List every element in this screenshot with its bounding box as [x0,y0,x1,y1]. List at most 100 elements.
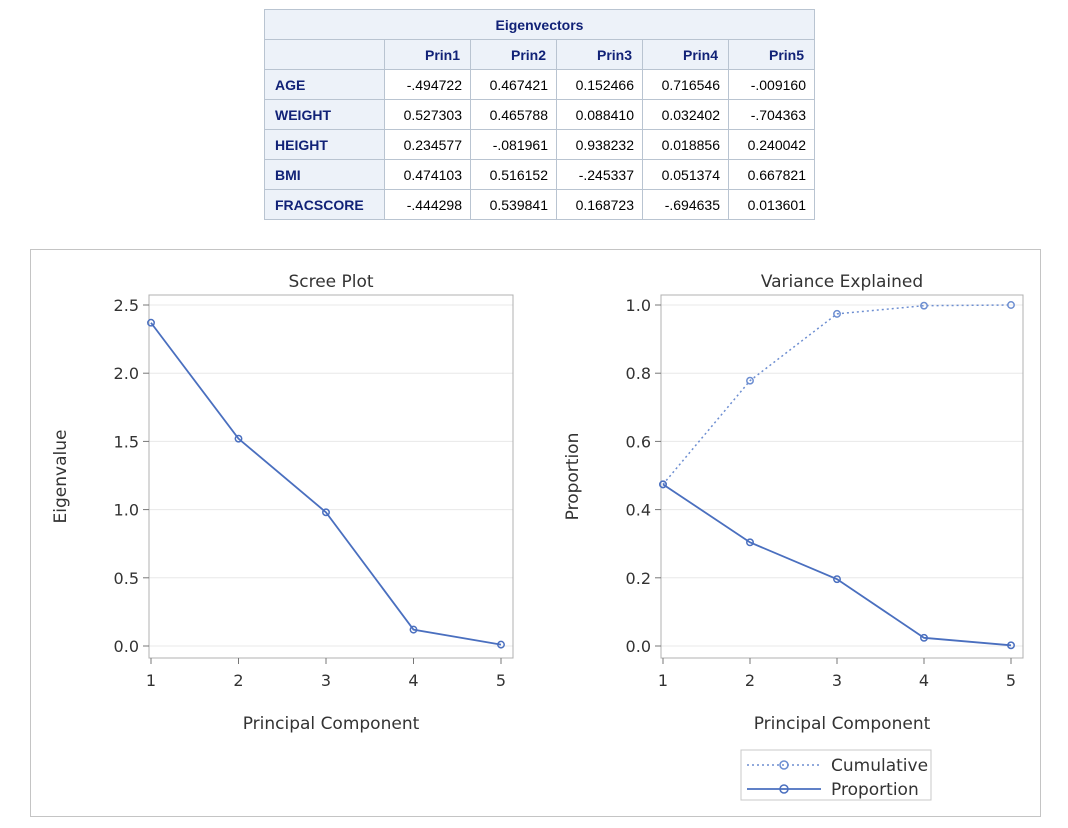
table-cell: 0.465788 [470,99,557,130]
data-point [409,625,418,634]
x-tick-label: 1 [146,671,156,690]
table-cell: -.494722 [384,69,471,100]
table-cell: -.245337 [556,159,643,190]
column-header: Prin4 [642,39,729,70]
column-header: Prin2 [470,39,557,70]
data-point [147,318,155,327]
table-cell: 0.013601 [728,189,815,220]
y-tick-label: 1.0 [114,501,139,520]
table-cell: 0.032402 [642,99,729,130]
data-point-proportion [659,480,667,489]
x-tick-label: 5 [496,671,506,690]
x-tick-label: 3 [321,671,331,690]
row-header: FRACSCORE [264,189,385,220]
y-tick-label: 0.2 [626,569,651,588]
chart-title: Variance Explained [761,272,923,292]
table-cell: 0.018856 [642,129,729,160]
table-cell: 0.234577 [384,129,471,160]
table-cell: 0.667821 [728,159,815,190]
plot-frame [148,294,514,659]
series-line-proportion [662,483,1012,647]
x-tick-label: 5 [1006,671,1016,690]
y-tick-label: 0.5 [114,569,139,588]
table-cell: 0.152466 [556,69,643,100]
data-point-proportion [1007,641,1015,650]
table-cell: 0.539841 [470,189,557,220]
x-axis-label: Principal Component [243,714,420,734]
table-cell: -.694635 [642,189,729,220]
row-header: AGE [264,69,385,100]
x-tick-label: 2 [745,671,755,690]
legend-swatch-marker [779,784,789,794]
table-row: HEIGHT 0.234577 -.081961 0.938232 0.0188… [264,129,815,160]
y-tick-label: 0.4 [626,501,651,520]
column-header: Prin5 [728,39,815,70]
table-cell: -.009160 [728,69,815,100]
plots-svg: 0.0 0.5 1.0 1.5 2.0 2.5 1 2 3 4 5 Scree Plot Princip… [51,272,1024,801]
table-cell: 0.527303 [384,99,471,130]
table-cell: 0.467421 [470,69,557,100]
y-tick-label: 0.6 [626,432,651,451]
table-cell: 0.168723 [556,189,643,220]
legend-label: Proportion [831,780,919,800]
table-cell: 0.516152 [470,159,557,190]
chart-variance-explained: 0.0 0.2 0.4 0.6 0.8 1.0 1 2 3 4 5 Variance Explaine… [563,272,1024,801]
table-corner-cell [264,39,385,70]
data-point [497,640,505,649]
row-header: HEIGHT [264,129,385,160]
x-axis-label: Principal Component [754,714,931,734]
table-cell: 0.088410 [556,99,643,130]
x-tick-label: 1 [658,671,668,690]
legend: Cumulative Proportion [740,749,932,801]
y-tick-label: 0.0 [626,637,651,656]
x-tick-label: 2 [233,671,243,690]
x-tick-label: 3 [832,671,842,690]
data-point-proportion [833,575,841,584]
eigenvectors-table: Eigenvectors Prin1 Prin2 Prin3 Prin4 Pri… [264,9,815,220]
data-point-cumulative [920,301,928,310]
column-header: Prin3 [556,39,643,70]
legend-swatch-marker [779,760,789,770]
data-point-proportion [920,633,928,642]
y-tick-label: 2.0 [114,364,139,383]
table-row: AGE -.494722 0.467421 0.152466 0.716546 … [264,69,815,100]
data-point-proportion [746,538,754,547]
table-cell: 0.474103 [384,159,471,190]
chart-title: Scree Plot [288,272,373,292]
table-cell: -.704363 [728,99,815,130]
table-cell: -.081961 [470,129,557,160]
figure-panel: 0.0 0.5 1.0 1.5 2.0 2.5 1 2 3 4 5 Scree Plot Princip… [30,249,1041,817]
y-tick-label: 1.5 [114,432,139,451]
table-row: BMI 0.474103 0.516152 -.245337 0.051374 … [264,159,815,190]
x-tick-label: 4 [408,671,418,690]
data-point-cumulative [833,309,841,318]
table-cell: 0.938232 [556,129,643,160]
column-header: Prin1 [384,39,471,70]
y-axis-label: Proportion [563,433,583,521]
y-axis-label: Eigenvalue [51,430,71,524]
plot-frame [660,294,1024,659]
y-tick-label: 0.0 [114,637,139,656]
series-line-cumulative [662,304,1012,485]
table-title: Eigenvectors [264,9,815,40]
table-cell: 0.240042 [728,129,815,160]
y-tick-label: 2.5 [114,296,139,315]
legend-label: Cumulative [831,756,928,776]
data-point [234,434,243,443]
row-header: WEIGHT [264,99,385,130]
data-point [322,508,330,517]
table-cell: 0.051374 [642,159,729,190]
x-tick-label: 4 [919,671,929,690]
data-point-cumulative [746,376,754,385]
y-tick-label: 0.8 [626,364,651,383]
table-cell: -.444298 [384,189,471,220]
series-line [150,322,502,646]
table-cell: 0.716546 [642,69,729,100]
chart-scree-plot: 0.0 0.5 1.0 1.5 2.0 2.5 1 2 3 4 5 Scree Plot Princip… [51,272,514,734]
table-row: FRACSCORE -.444298 0.539841 0.168723 -.6… [264,189,815,220]
legend-box [740,749,932,801]
row-header: BMI [264,159,385,190]
table-row: WEIGHT 0.527303 0.465788 0.088410 0.0324… [264,99,815,130]
y-tick-label: 1.0 [626,296,651,315]
data-point-cumulative [1007,301,1015,309]
